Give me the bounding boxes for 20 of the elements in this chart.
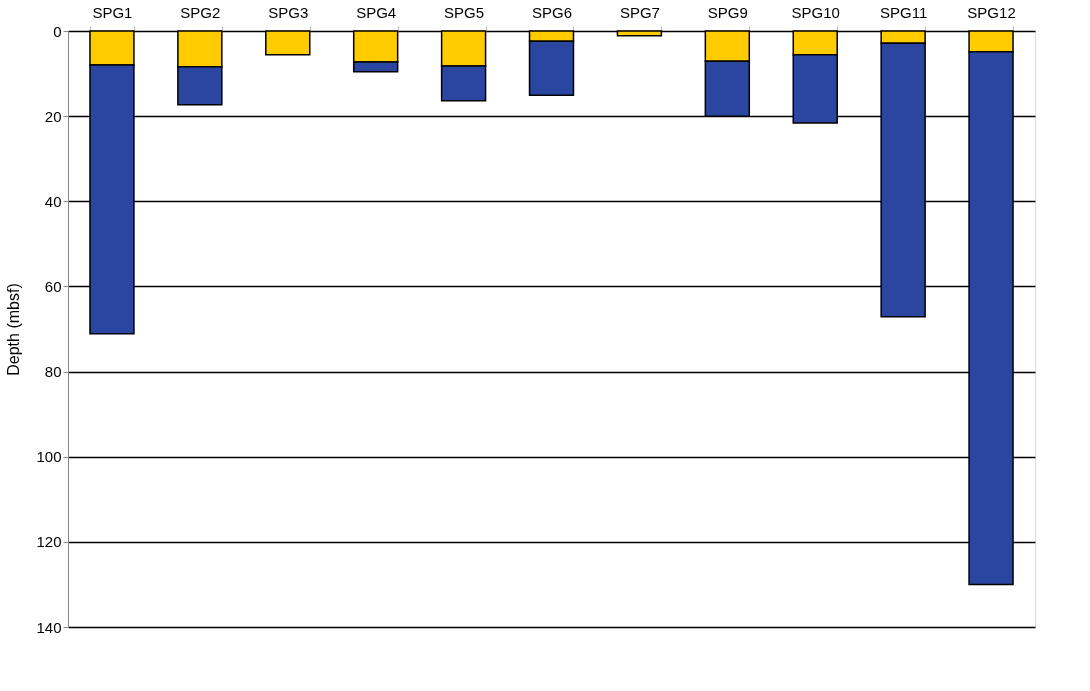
x-tick-label: SPG6 bbox=[531, 3, 573, 21]
y-axis-title: Depth (mbsf) bbox=[5, 283, 23, 376]
x-tick-label: SPG11 bbox=[880, 3, 928, 21]
x-tick-label: SPG5 bbox=[444, 3, 485, 21]
y-tick-label: 100 bbox=[36, 448, 62, 466]
y-tick-label: 80 bbox=[44, 363, 62, 381]
x-tick-label: SPG1 bbox=[92, 3, 133, 21]
x-tick-label: SPG12 bbox=[967, 3, 1016, 21]
x-tick-label: SPG10 bbox=[791, 3, 840, 21]
x-tick-label: SPG7 bbox=[619, 3, 660, 21]
y-tick-label: 0 bbox=[53, 22, 62, 40]
y-tick-label: 20 bbox=[44, 107, 62, 125]
y-tick-label: 60 bbox=[44, 277, 62, 295]
x-tick-label: SPG2 bbox=[180, 3, 221, 21]
y-tick-label: 140 bbox=[36, 618, 62, 636]
x-tick-label: SPG9 bbox=[707, 3, 748, 21]
x-tick-label: SPG4 bbox=[356, 3, 397, 21]
x-tick-label: SPG3 bbox=[268, 3, 309, 21]
y-tick-label: 40 bbox=[44, 192, 62, 210]
y-tick-label: 120 bbox=[36, 533, 62, 551]
